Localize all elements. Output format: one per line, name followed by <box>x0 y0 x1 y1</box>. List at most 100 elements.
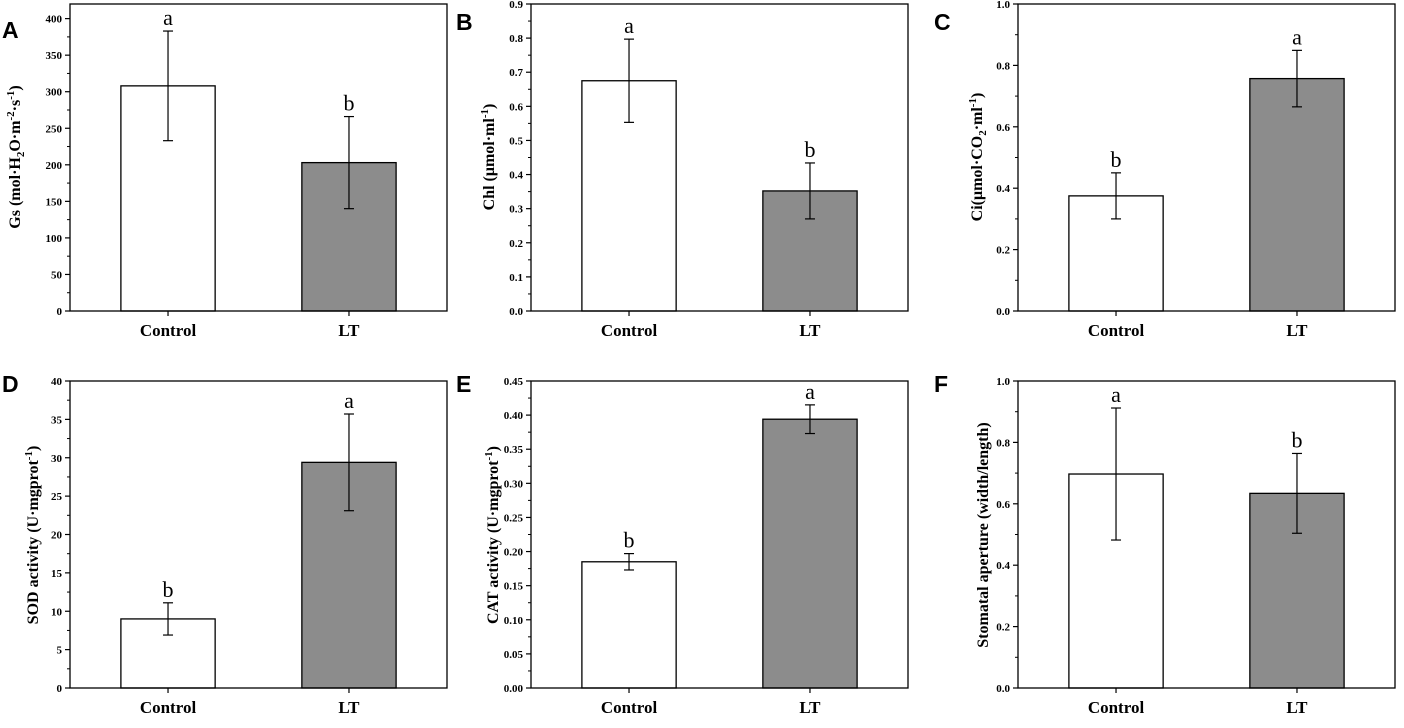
panel-b-y-tick-label: 0.6 <box>509 101 523 113</box>
panel-c-y-tick-label: 0.0 <box>996 306 1010 318</box>
panel-d-y-tick-label: 30 <box>51 453 63 465</box>
panel-d-y-tick-label: 15 <box>51 568 63 580</box>
panel-d-letter: D <box>2 371 19 397</box>
panel-b-y-axis-title-part: Chl (μmol·ml <box>481 118 498 211</box>
panel-c-bar-lt <box>1249 77 1345 312</box>
panel-e-y-tick-label: 0.00 <box>504 683 524 695</box>
panel-b-category-label: LT <box>799 321 821 340</box>
panel-c-y-axis-title-part: Ci(μmol·CO <box>969 136 986 222</box>
panel-a-y-axis-title-part: 2 <box>15 151 27 157</box>
panel-c-y-axis-title-part: -1 <box>967 98 979 107</box>
panel-b-y-tick-label: 0.3 <box>509 204 523 216</box>
panel-e-y-tick-label: 0.15 <box>504 581 524 593</box>
panel-a-y-axis-title-part: Gs (mol·H <box>7 157 24 229</box>
panel-b-y-tick-label: 0.1 <box>509 272 523 284</box>
panel-c-y-tick-label: 0.6 <box>996 122 1010 134</box>
panel-b-y-axis-title-part: -1 <box>479 109 491 118</box>
panel-a-y-tick-label: 350 <box>46 50 63 62</box>
panel-c-y-tick-label: 0.2 <box>996 245 1010 257</box>
panel-e-y-tick-label: 0.35 <box>504 444 524 456</box>
panel-a-y-tick-label: 250 <box>46 123 63 135</box>
panel-e-y-tick-label: 0.05 <box>504 649 524 661</box>
panel-a-y-tick-label: 400 <box>46 14 63 26</box>
panel-e-category-label: Control <box>601 698 658 717</box>
panel-e-significance-control: b <box>624 528 635 553</box>
panel-f-category-label: LT <box>1286 698 1308 717</box>
panel-e-letter: E <box>456 371 471 397</box>
panel-d-significance-lt: a <box>344 388 354 413</box>
panel-a-category-label: Control <box>140 321 197 340</box>
panel-e-y-tick-label: 0.40 <box>504 410 524 422</box>
panel-c-y-axis-title-part: ·ml <box>969 107 986 131</box>
panel-f-y-axis-title-part: Stomatal aperture (width/length) <box>975 422 992 647</box>
panel-e-y-tick-label: 0.10 <box>504 615 524 627</box>
panel-e-significance-lt: a <box>805 379 815 404</box>
panel-f-category-label: Control <box>1088 698 1145 717</box>
panel-d-category-label: LT <box>338 698 360 717</box>
panel-f-y-axis-title: Stomatal aperture (width/length) <box>975 422 992 647</box>
panel-a-axes-frame <box>69 3 448 312</box>
panel-f-y-tick-label: 0.6 <box>996 499 1010 511</box>
panel-b-letter: B <box>456 9 473 35</box>
panel-e-y-axis-title-part: -1 <box>483 451 495 460</box>
panel-f-y-tick-label: 0.0 <box>996 683 1010 695</box>
panel-a-y-axis-title-part: O·m <box>7 120 24 152</box>
panel-a-y-axis-title-part: ·s <box>7 100 24 112</box>
panel-a-significance-lt: b <box>343 91 354 116</box>
panel-d-y-tick-label: 25 <box>51 491 63 503</box>
panel-b-y-tick-label: 0.2 <box>509 238 523 250</box>
panel-e-bar-control <box>581 561 677 689</box>
panel-c-y-axis-title-part: 2 <box>977 130 989 136</box>
panel-a-y-axis-title: Gs (mol·H2O·m-2·s-1) <box>5 85 27 228</box>
panel-c-y-tick-label: 0.8 <box>996 60 1010 72</box>
panel-e-y-axis-title: CAT activity (U·mgprot-1) <box>483 446 502 624</box>
panel-b-y-tick-label: 0.7 <box>509 67 523 79</box>
panel-f-significance-control: a <box>1111 382 1121 407</box>
panel-e-y-tick-label: 0.25 <box>504 512 524 524</box>
panel-a-y-tick-label: 150 <box>46 196 63 208</box>
panel-b-significance-control: a <box>624 13 634 38</box>
panel-d-y-tick-label: 10 <box>51 606 63 618</box>
panel-b-y-tick-label: 0.5 <box>509 135 523 147</box>
panel-a-y-tick-label: 300 <box>46 87 63 99</box>
panel-a-y-tick-label: 50 <box>51 269 63 281</box>
panel-d-y-axis-title: SOD activity (U·mgprot-1) <box>23 446 42 625</box>
panel-d-y-axis-title-part: SOD activity (U·mgprot <box>25 460 42 625</box>
panel-f-significance-lt: b <box>1291 427 1302 452</box>
panel-b-y-tick-label: 0.4 <box>509 170 523 182</box>
panel-b-y-axis-title-part: ) <box>481 104 498 109</box>
panel-a-letter: A <box>2 17 19 43</box>
panel-e-y-axis-title-part: CAT activity (U·mgprot <box>485 460 502 624</box>
panel-b-y-tick-label: 0.9 <box>509 0 523 11</box>
panel-c-y-axis-title-part: ) <box>969 93 986 98</box>
panel-f-letter: F <box>934 371 948 397</box>
panel-e-y-axis-title-part: ) <box>485 446 502 451</box>
panel-a-y-tick-label: 0 <box>57 306 63 318</box>
panel-c-y-tick-label: 1.0 <box>996 0 1010 11</box>
panel-c-category-label: Control <box>1088 321 1145 340</box>
panel-a-significance-control: a <box>163 5 173 30</box>
panel-b-y-tick-label: 0.8 <box>509 33 523 45</box>
panel-f-y-tick-label: 0.8 <box>996 437 1010 449</box>
panel-c-significance-control: b <box>1111 147 1122 172</box>
panel-f-y-tick-label: 0.2 <box>996 622 1010 634</box>
panel-f-y-tick-label: 0.4 <box>996 560 1010 572</box>
panel-a-y-axis-title-part: -2 <box>5 111 17 121</box>
panel-c: Cb Control a LT 0.0 0.2 0.4 0.6 0.8 1.0 Ci(μmol·CO… <box>934 0 1396 340</box>
panel-a-y-tick-label: 100 <box>46 233 63 245</box>
panel-e: Eb Control a LT 0.00 0.05 0.10 0.15 0.20 0.25 0.30… <box>456 371 909 717</box>
panel-d-significance-control: b <box>163 577 174 602</box>
panel-c-letter: C <box>934 9 951 35</box>
panel-c-category-label: LT <box>1286 321 1308 340</box>
panel-e-y-tick-label: 0.30 <box>504 478 524 490</box>
panel-e-y-tick-label: 0.20 <box>504 547 524 559</box>
panel-d-y-axis-title-part: ) <box>25 446 42 451</box>
panel-d-category-label: Control <box>140 698 197 717</box>
panel-d: Db Control a LT 0 5 10 15 20 25 30 35 40 SOD activity… <box>2 371 448 717</box>
panel-c-y-axis-title: Ci(μmol·CO2·ml-1) <box>967 93 989 222</box>
panel-d-y-tick-label: 40 <box>51 376 63 388</box>
